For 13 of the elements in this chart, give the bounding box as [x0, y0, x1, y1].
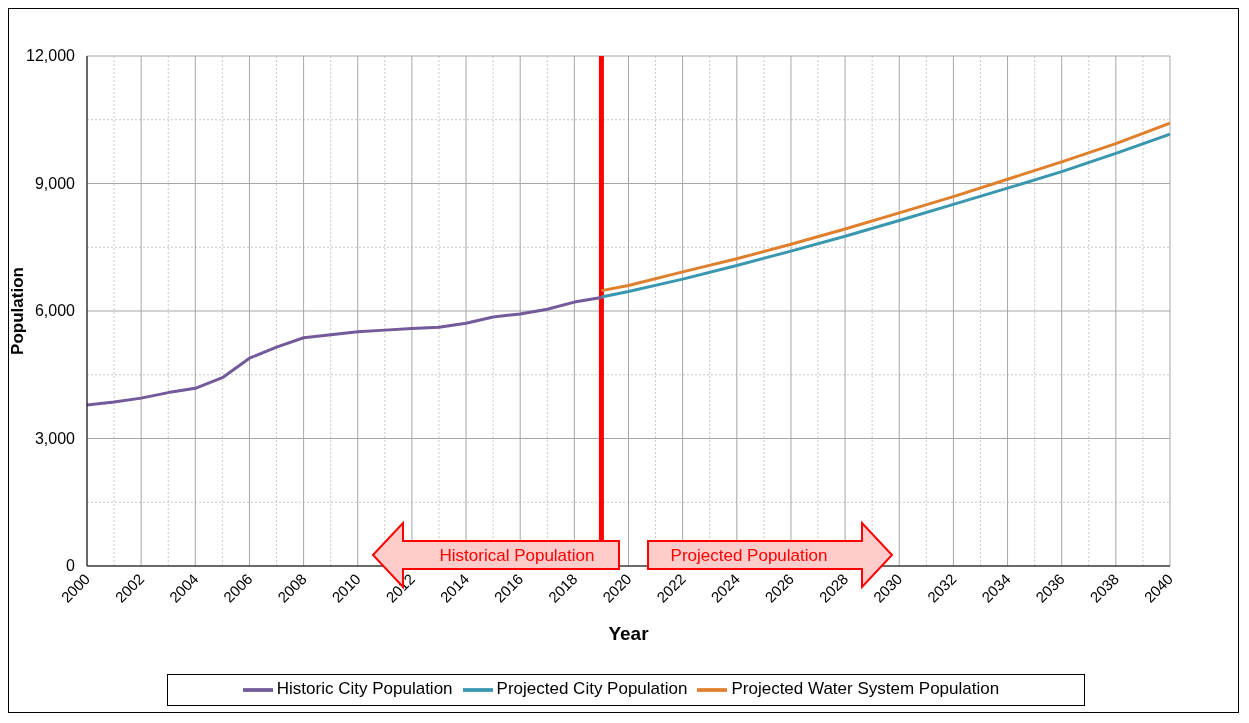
- y-tick-label: 0: [66, 557, 76, 574]
- legend-label: Projected City Population: [496, 679, 688, 699]
- y-tick-label: 9,000: [34, 174, 76, 192]
- annotation: Projected Population: [670, 546, 828, 565]
- legend-label: Historic City Population: [276, 679, 453, 699]
- y-tick-label: 3,000: [34, 429, 76, 447]
- x-axis-title: Year: [608, 623, 650, 644]
- y-tick-label: 6,000: [34, 302, 76, 319]
- y-tick-label: 12,000: [26, 47, 76, 64]
- y-axis-title: Population: [8, 267, 28, 355]
- legend-label: Projected Water System Population: [731, 679, 1000, 699]
- line-series: [87, 295, 603, 407]
- annotation: Historical Population: [439, 546, 595, 565]
